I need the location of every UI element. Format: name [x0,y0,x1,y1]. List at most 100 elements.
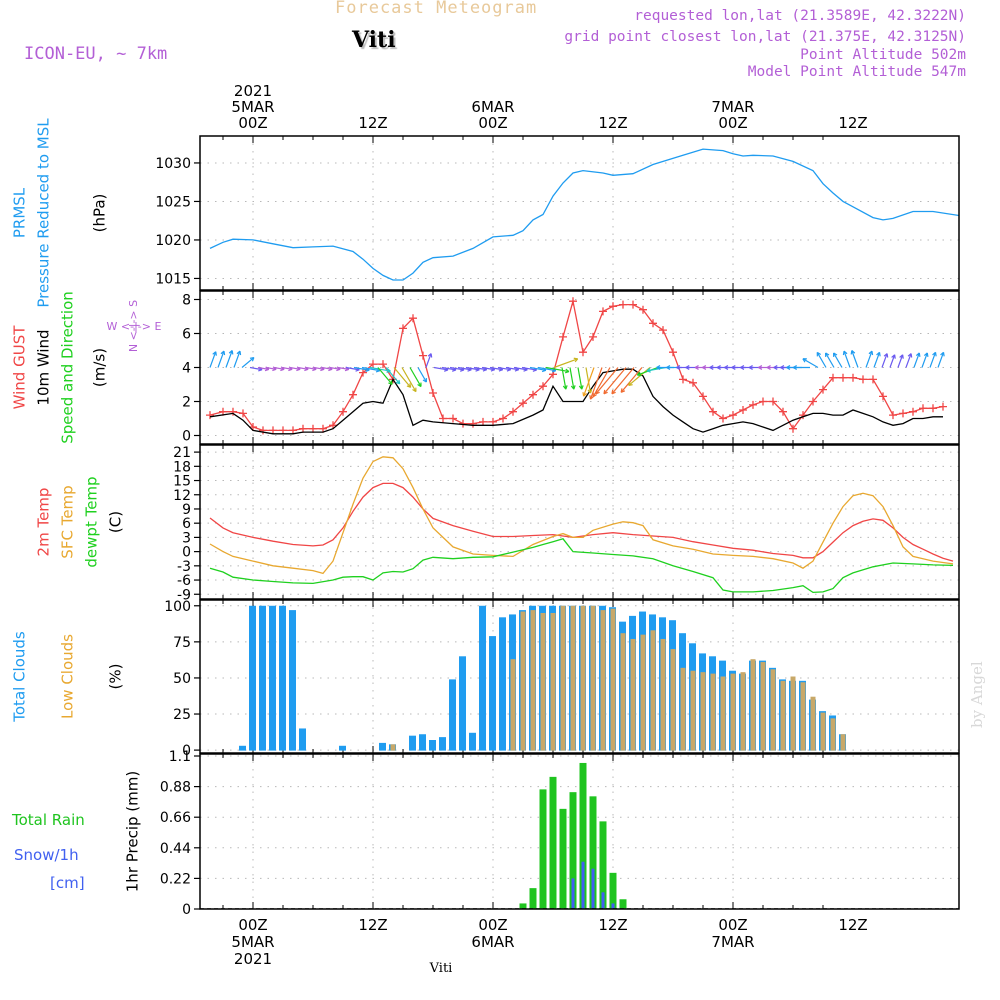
arrow-shaft [289,366,301,370]
bar-total-clouds [239,745,246,751]
bar-rain [619,899,627,909]
y-tick-label: -3 [177,559,191,575]
gust-marker [279,426,287,435]
arrow-shaft [889,354,896,368]
y-tick-label: 1030 [155,156,191,172]
bar-low-clouds [620,633,626,751]
axis-label-temperature-0: 2m Temp [35,488,53,557]
bar-low-clouds [840,734,846,751]
bar-low-clouds [700,672,706,751]
arrow-shaft [577,367,583,390]
wind-direction-arrow [393,367,412,388]
bar-low-clouds [660,638,666,751]
wind-direction-arrow [553,357,579,369]
arrow-head [422,378,427,383]
arrow-head [587,389,593,394]
bar-low-clouds [550,612,556,751]
axis-label-wind-0: Wind GUST [11,325,29,410]
gust-marker [399,324,407,333]
arrow-head [731,365,736,370]
arrow-shaft [249,366,263,371]
bar-low-clouds [820,712,826,751]
bar-low-clouds [640,634,646,751]
compass-north-south: N <-|-> S [127,300,140,352]
arrow-shaft [513,366,528,371]
arrow-head [842,350,848,356]
station-name: Viti [352,27,396,53]
arrow-shaft [473,366,487,371]
grid-point-coordinates: grid point closest lon,lat (21.375E, 42.… [564,29,966,45]
bar-rain [609,872,617,909]
wind-direction-arrow [929,351,937,368]
gust-marker [409,314,417,323]
axis-label-pressure-2: (hPa) [91,194,109,233]
gust-marker [479,417,487,426]
panel-pressure: 1015 1020 1025 1030 PRMSL Pressure Reduced to… [11,118,960,308]
gust-marker [449,414,457,423]
y-tick-label: -6 [177,573,191,589]
bar-low-clouds [770,669,776,751]
panel-frame [199,753,960,910]
gust-marker [779,407,787,416]
arrow-head [773,365,778,370]
gust-marker [519,399,527,408]
gust-marker [559,332,567,341]
arrow-shaft [361,366,380,372]
y-tick-label: 4 [182,361,191,377]
gust-marker [699,392,707,401]
arrow-shaft [583,367,595,397]
wind-direction-arrow [582,367,595,397]
arrow-shaft [851,350,859,368]
gust-marker [609,302,617,311]
arrow-head [802,358,807,363]
wind-direction-arrow [385,367,401,385]
arrow-shaft [217,350,225,368]
arrow-head [868,350,874,356]
plot-area-pressure [209,148,959,281]
gust-marker [319,424,327,433]
wind-direction-arrow [620,367,643,393]
arrow-shaft [553,358,578,369]
wind-direction-arrow [577,367,584,390]
bar-rain [529,888,537,909]
arrow-shaft [603,367,627,395]
gust-marker [339,407,347,416]
arrow-head [570,385,576,390]
bar-total-clouds [479,605,486,751]
arrow-shaft [897,354,904,368]
time-label-top: 12Z [598,114,627,132]
arrow-head [603,389,608,395]
bar-total-clouds [499,617,506,751]
bar-low-clouds [961,740,966,751]
series-pressure [209,148,959,281]
gust-marker [809,397,817,406]
wind-direction-arrow [561,367,568,390]
arrow-shaft [881,353,888,368]
arrow-head [611,389,616,395]
axis-label-wind-2: Speed and Direction [59,291,77,444]
y-tick-label: 2 [182,395,191,411]
wind-direction-arrow [417,367,427,383]
axis-label-snow-unit: [cm] [50,874,85,892]
wind-direction-arrow [897,354,904,368]
arrow-head [716,365,721,370]
bar-low-clouds [790,676,796,751]
axis-label-wind-3: (m/s) [91,348,109,387]
y-tick-label: 6 [182,516,191,532]
gust-marker [299,424,307,433]
bar-low-clouds [740,672,746,751]
arrow-shaft [353,366,370,371]
arrow-head [923,352,929,357]
axis-label-clouds-1: Low Clouds [59,634,77,719]
gust-marker [769,397,777,406]
y-tick-label: 50 [173,671,191,687]
y-tick-label: 6 [182,327,191,343]
y-tick-label: -9 [177,587,191,603]
arrow-shaft [273,366,285,370]
gust-marker [649,319,657,328]
gust-marker [269,426,277,435]
wind-direction-arrow [921,352,929,368]
arrow-head [388,380,393,385]
y-tick-label: 25 [173,707,191,723]
arrow-head [589,395,594,400]
